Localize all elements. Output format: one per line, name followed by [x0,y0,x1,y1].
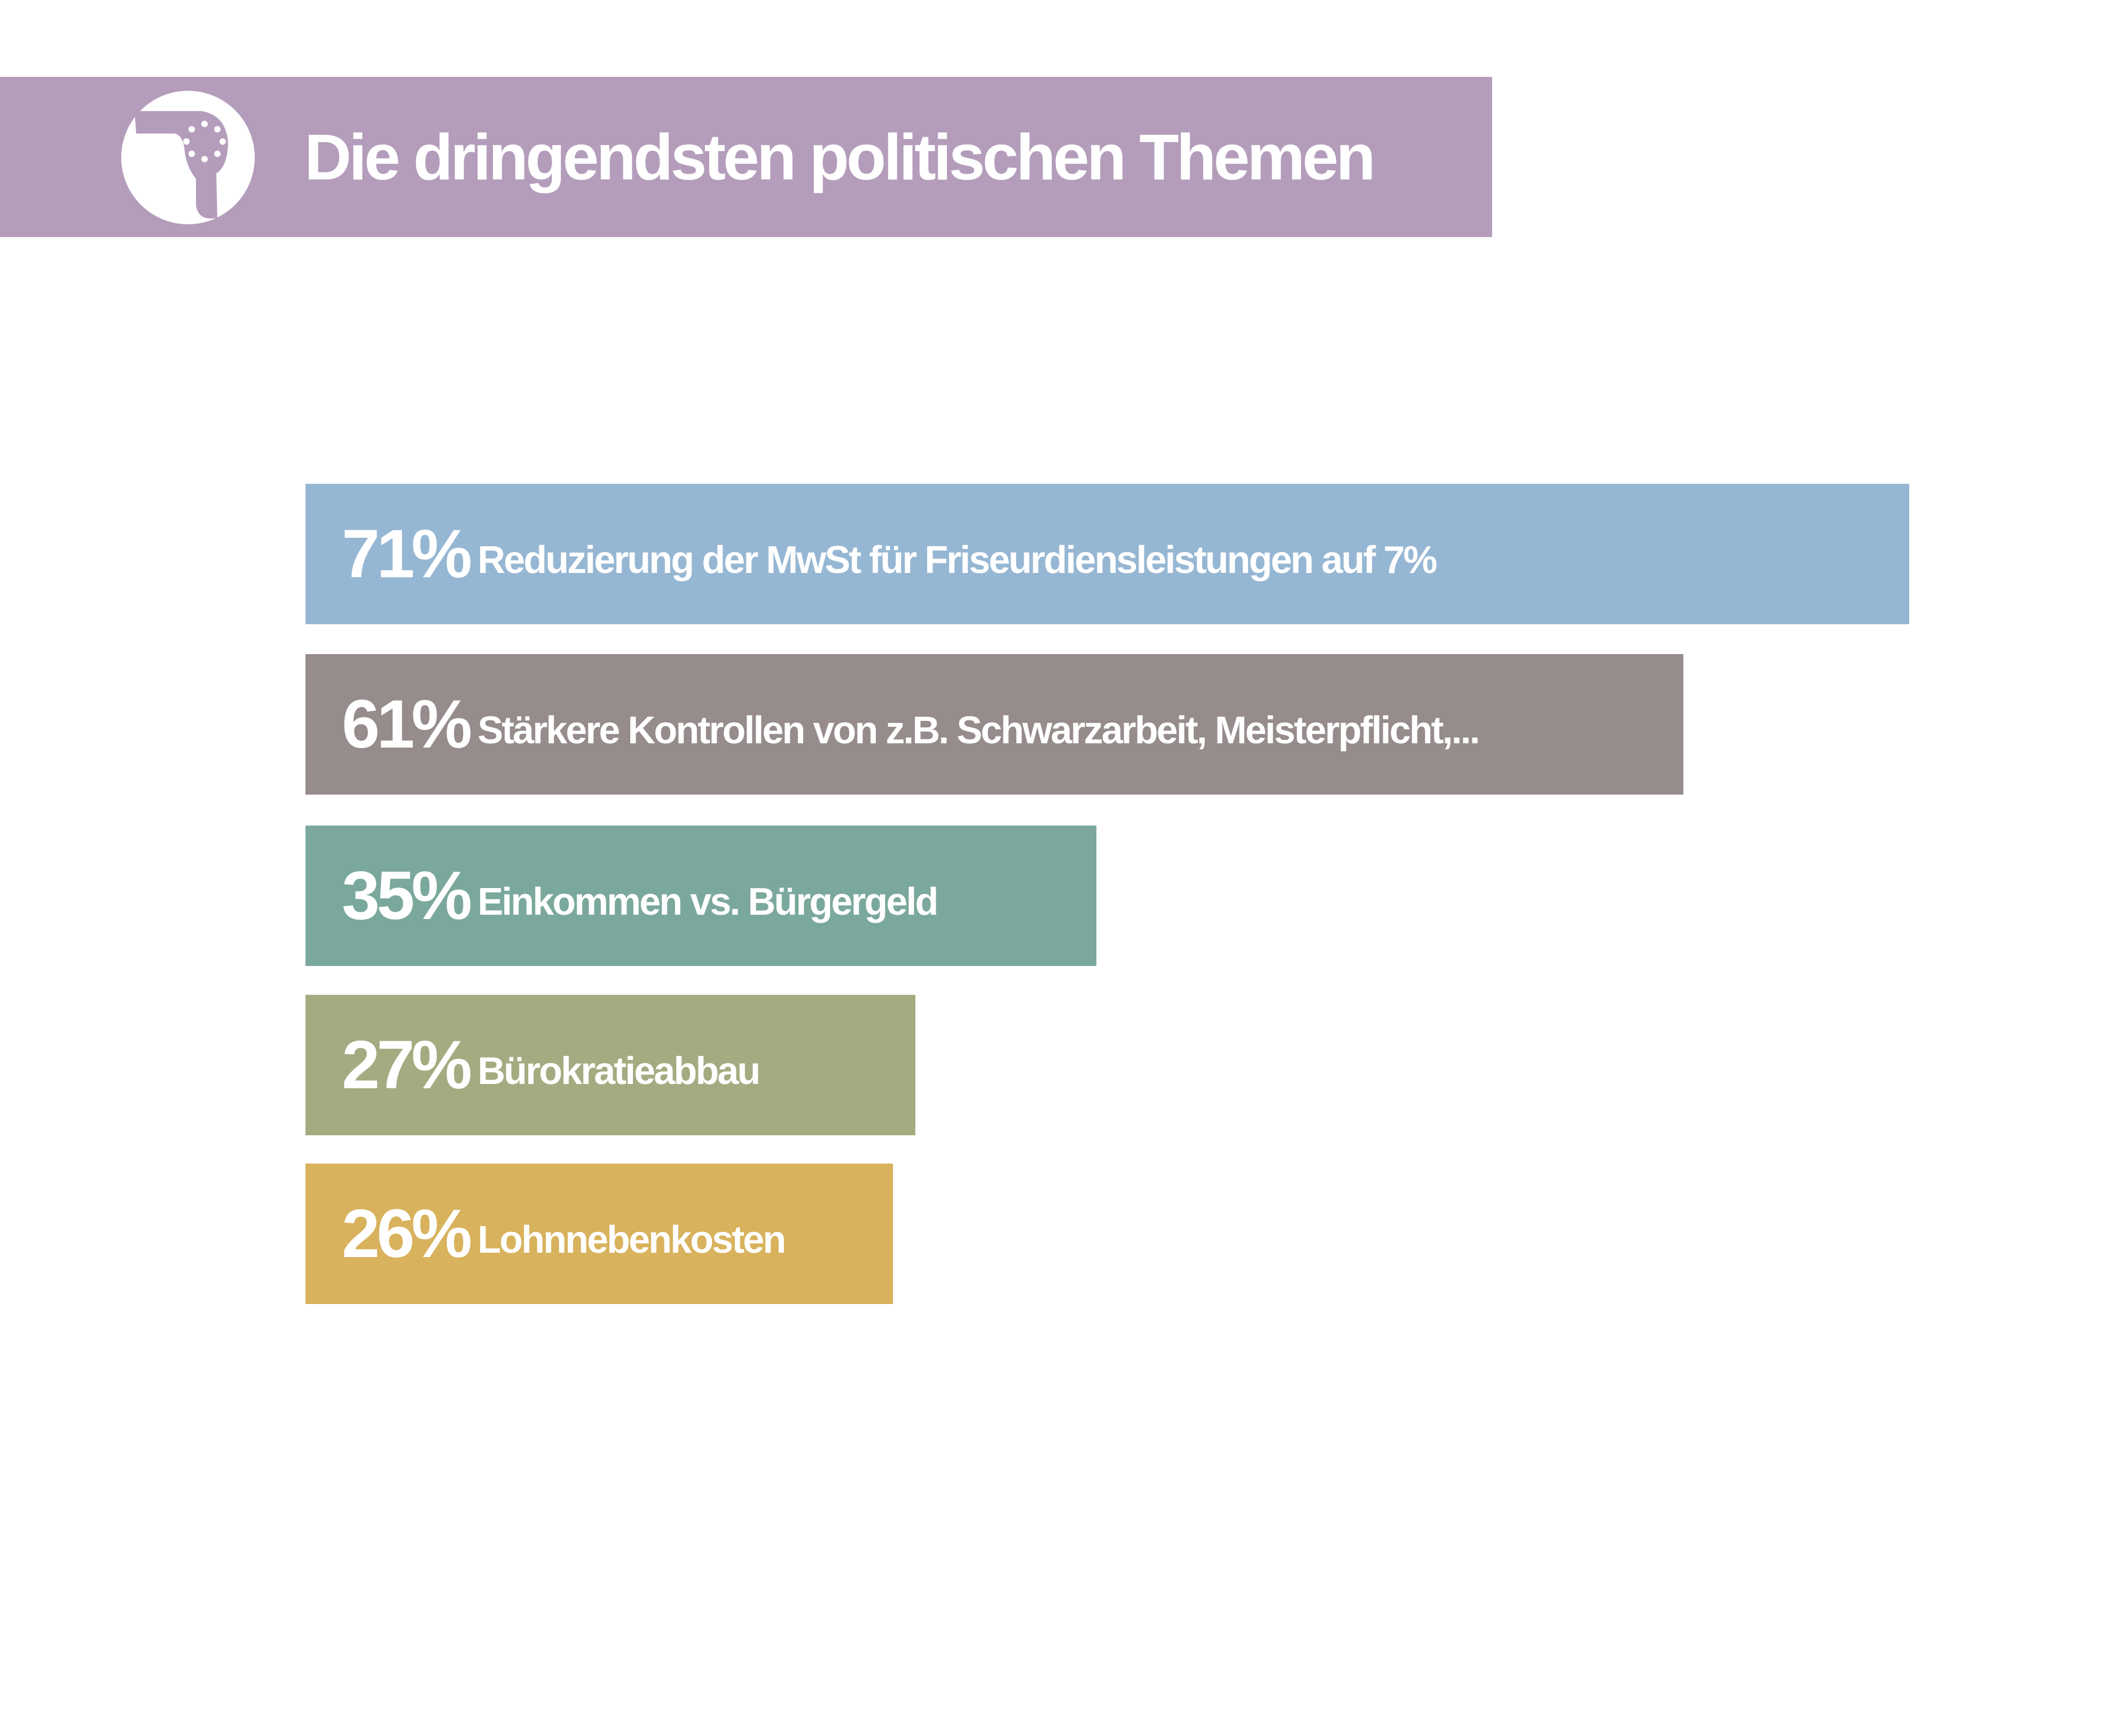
data-label: 35% [342,858,472,934]
category-label: Stärkere Kontrollen von z.B. Schwarzarbe… [477,709,1480,752]
category-label: Einkommen vs. Bürgergeld [477,880,938,923]
data-label: 71% [342,516,472,592]
page-title: Die dringendsten politischen Themen [304,121,1376,193]
bar: 35% Einkommen vs. Bürgergeld [305,826,1096,966]
bar: 61% Stärkere Kontrollen von z.B. Schwarza… [305,654,1684,795]
data-label: 27% [342,1027,472,1103]
data-label: 61% [342,686,472,763]
bar: 27% Bürokratieabbau [305,995,916,1135]
data-label: 26% [342,1196,472,1272]
bar: 26% Lohnnebenkosten [305,1164,893,1304]
hair-dryer-icon [121,91,255,224]
category-label: Reduzierung der MwSt für Friseurdienslei… [477,538,1437,582]
bar: 71% Reduzierung der MwSt für Friseurdiens… [305,484,1910,624]
category-label: Lohnnebenkosten [477,1218,786,1261]
category-label: Bürokratieabbau [477,1049,761,1093]
